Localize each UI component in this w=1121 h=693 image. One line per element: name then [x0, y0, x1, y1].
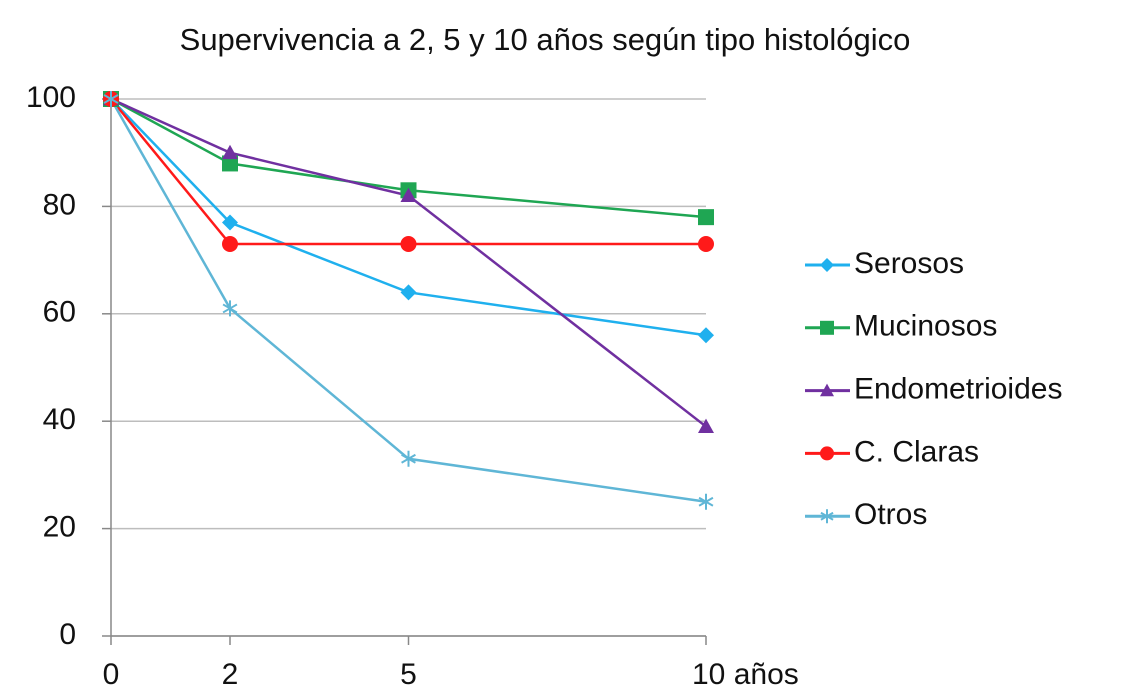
legend-marker — [820, 320, 834, 335]
legend-label: Otros — [854, 498, 927, 531]
marker — [698, 235, 714, 252]
marker — [222, 235, 238, 252]
y-tick-label: 60 — [43, 296, 76, 329]
marker — [698, 493, 714, 510]
y-tick-label: 20 — [43, 511, 76, 544]
marker — [222, 300, 238, 317]
series-line — [109, 98, 707, 503]
x-tick-label: 2 — [222, 658, 239, 691]
marker — [222, 155, 238, 172]
marker — [400, 235, 417, 252]
series-line — [110, 97, 707, 428]
marker — [103, 91, 119, 107]
legend-marker — [820, 509, 834, 524]
legend-marker — [820, 446, 834, 461]
legend-marker — [820, 258, 834, 272]
y-tick-label: 0 — [59, 618, 76, 651]
marker — [401, 450, 416, 467]
marker — [698, 209, 714, 226]
x-tick-label: 10 años — [692, 658, 799, 691]
marker — [698, 327, 714, 344]
marker — [222, 214, 238, 231]
marker — [400, 284, 417, 301]
legend-label: C. Claras — [854, 435, 979, 468]
legend-label: Mucinosos — [854, 310, 997, 343]
y-tick-label: 100 — [26, 81, 76, 114]
marker — [698, 418, 714, 433]
series-line — [110, 98, 707, 337]
series-line — [110, 98, 706, 246]
marker — [400, 187, 417, 203]
legend-marker — [820, 383, 834, 397]
chart-title: Supervivencia a 2, 5 y 10 años según tip… — [180, 22, 911, 57]
y-tick-label: 80 — [43, 188, 76, 221]
marker — [222, 144, 238, 160]
y-tick-label: 40 — [43, 403, 76, 436]
series-line — [110, 97, 707, 219]
legend-label: Serosos — [854, 247, 964, 280]
x-tick-label: 0 — [103, 658, 120, 691]
x-tick-label: 5 — [400, 658, 417, 691]
legend-label: Endometrioides — [854, 373, 1062, 406]
